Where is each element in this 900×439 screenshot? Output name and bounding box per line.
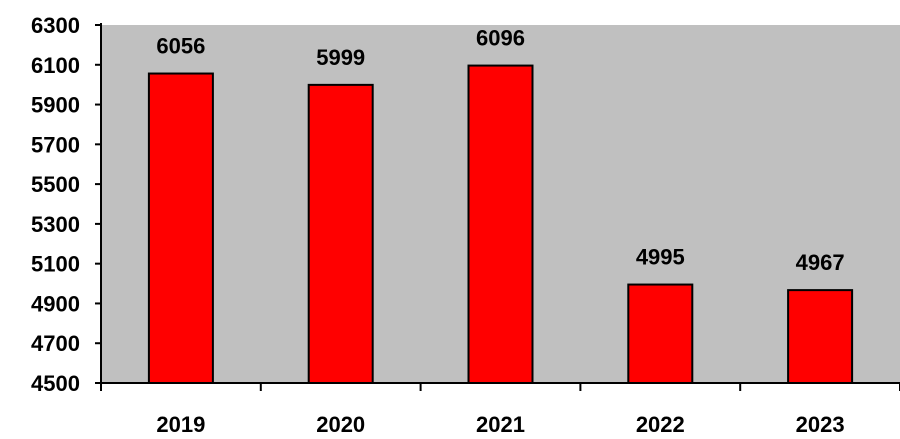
y-axis-ticks: 4500 4700 4900 5100 5300 5500 5700 5900 6100 6300 — [31, 13, 101, 396]
x-tick-label-2020: 2020 — [316, 412, 365, 437]
y-tick-label-4700: 4700 — [31, 331, 80, 356]
data-label-2022: 4995 — [636, 245, 685, 270]
y-tick-label-5700: 5700 — [31, 132, 80, 157]
bar-2021 — [467, 64, 534, 384]
y-tick-label-6300: 6300 — [31, 13, 80, 38]
y-tick-label-4900: 4900 — [31, 291, 80, 316]
data-label-2023: 4967 — [796, 250, 845, 275]
bar-2020 — [307, 83, 374, 384]
bar-group — [147, 64, 854, 385]
bar-2023 — [787, 289, 854, 385]
bar-2022 — [627, 283, 694, 384]
y-tick-label-5300: 5300 — [31, 212, 80, 237]
x-tick-label-2019: 2019 — [156, 412, 205, 437]
y-tick-label-6100: 6100 — [31, 53, 80, 78]
x-axis-ticks: 2019 2020 2021 2022 2023 — [100, 383, 900, 437]
x-tick-label-2022: 2022 — [636, 412, 685, 437]
bar-2019 — [147, 72, 214, 384]
data-label-group: 6056 5999 6096 4995 4967 — [156, 26, 844, 276]
x-tick-label-2021: 2021 — [476, 412, 525, 437]
x-tick-label-2023: 2023 — [796, 412, 845, 437]
y-tick-label-5900: 5900 — [31, 93, 80, 118]
y-tick-label-5100: 5100 — [31, 252, 80, 277]
data-label-2021: 6096 — [476, 26, 525, 51]
data-label-2019: 6056 — [156, 34, 205, 59]
y-tick-label-5500: 5500 — [31, 172, 80, 197]
data-label-2020: 5999 — [316, 45, 365, 70]
y-tick-label-4500: 4500 — [31, 371, 80, 396]
